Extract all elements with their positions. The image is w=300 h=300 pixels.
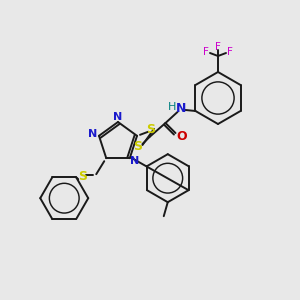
Text: S: S (133, 140, 142, 154)
Text: N: N (88, 129, 98, 139)
Text: H: H (168, 102, 177, 112)
Text: N: N (113, 112, 123, 122)
Text: N: N (130, 156, 140, 166)
Text: F: F (203, 47, 209, 57)
Text: S: S (78, 170, 87, 183)
Text: O: O (176, 130, 187, 143)
Text: F: F (227, 47, 233, 57)
Text: F: F (215, 42, 221, 52)
Text: S: S (146, 123, 155, 136)
Text: N: N (176, 103, 187, 116)
